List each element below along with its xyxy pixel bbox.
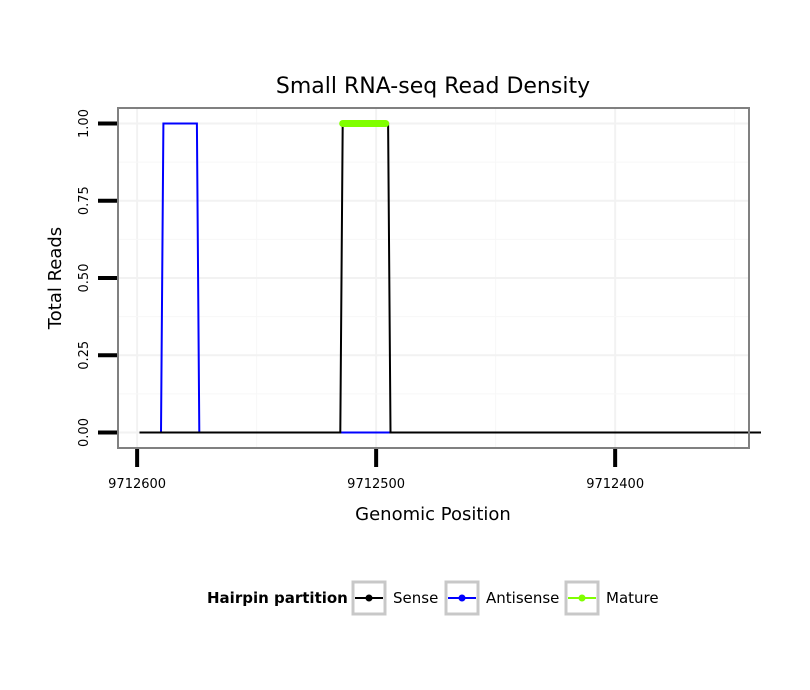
- legend-label-sense: Sense: [393, 589, 438, 607]
- legend-label-mature: Mature: [606, 589, 659, 607]
- x-tick-label: 9712400: [586, 477, 644, 492]
- legend-title: Hairpin partition: [207, 589, 348, 607]
- series-lines: [139, 120, 761, 434]
- x-axis: 9712600 9712500 9712400: [108, 449, 644, 492]
- x-tick-label: 9712500: [347, 477, 405, 492]
- y-axis-title: Total Reads: [45, 227, 66, 330]
- plot-border: [117, 107, 750, 449]
- y-tick-label: 0.25: [77, 341, 92, 370]
- legend: Hairpin partition Sense Antisense Mature: [207, 580, 659, 616]
- y-axis: 0.00 0.25 0.50 0.75 1.00: [77, 109, 117, 447]
- y-tick-label: 0.75: [77, 186, 92, 215]
- chart-title: Small RNA-seq Read Density: [276, 74, 590, 99]
- series-line-antisense: [160, 122, 391, 434]
- y-tick-label: 0.50: [77, 264, 92, 293]
- legend-label-antisense: Antisense: [486, 589, 559, 607]
- legend-key-point: [365, 594, 373, 602]
- x-tick-label: 9712600: [108, 477, 166, 492]
- y-tick-label: 1.00: [77, 109, 92, 138]
- y-tick-label: 0.00: [77, 418, 92, 447]
- grid: [118, 108, 749, 448]
- x-axis-title: Genomic Position: [355, 504, 511, 525]
- legend-key-point: [578, 594, 586, 602]
- legend-key-point: [458, 594, 466, 602]
